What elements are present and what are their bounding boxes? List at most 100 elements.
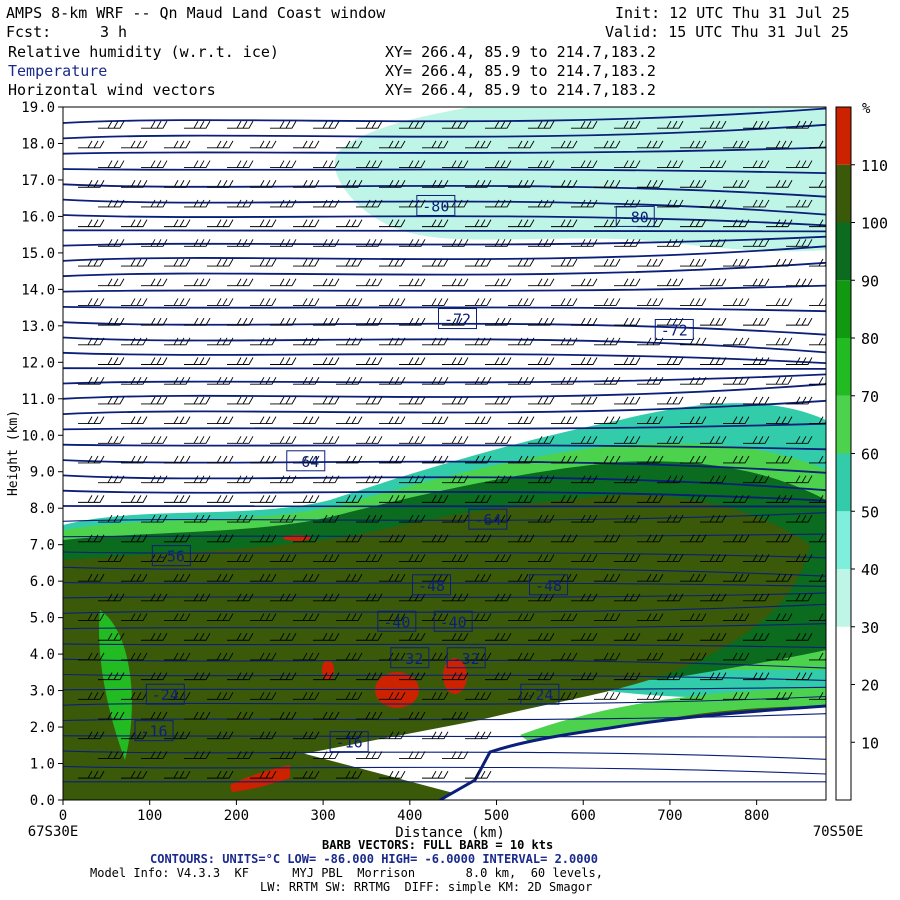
wind-barb [141,160,168,168]
field-name-rh: Relative humidity (w.r.t. ice) [8,43,279,61]
wind-barb [293,613,320,621]
colorbar-segment [836,453,851,512]
rh-saturated-patch-4 [322,660,334,680]
wind-barb [379,180,406,188]
wind-barb [336,692,363,700]
wind-barb [121,613,148,621]
wind-barb [680,298,707,306]
wind-barb [250,416,277,425]
wind-barb [164,534,191,543]
temperature-contour [63,643,826,649]
wind-barb [336,731,363,740]
wind-barb [442,751,469,759]
wind-barb [207,219,234,228]
wind-barb [121,692,148,700]
wind-barb [551,337,578,346]
wind-barb [723,534,750,543]
wind-barb [336,140,363,149]
y-tick-label: 10.0 [21,428,55,444]
wind-barb [78,140,105,149]
wind-barb [700,593,727,602]
rh-upper-moist-region [334,107,826,252]
wind-barb [141,711,168,720]
wind-barb [207,613,234,621]
contour-label: -40 [440,613,467,631]
wind-barb [508,534,535,543]
wind-barb [250,298,277,306]
wind-barb [442,357,469,365]
wind-barb [250,770,277,779]
wind-barb [184,672,211,681]
wind-barb [700,120,727,129]
y-tick-label: 16.0 [21,209,55,225]
wind-barb [78,298,105,306]
contour-label-box [654,318,694,340]
wind-barb [485,475,512,484]
wind-barb [98,357,125,365]
wind-barb [121,298,148,306]
wind-barb [356,278,383,287]
temperature-contour [63,750,826,760]
wind-barb [637,495,664,503]
wind-barb [207,140,234,149]
x-tick-label: 400 [397,808,422,824]
wind-barb [141,633,168,641]
wind-barb [465,573,492,582]
wind-barb [743,317,770,326]
wind-barb [657,672,684,681]
wind-barb [766,298,793,306]
colorbar-segment [836,280,851,338]
wind-barb [571,514,598,523]
wind-barb [184,593,211,602]
wind-barb [637,416,664,425]
wind-barb [485,160,512,168]
x-tick-label: 0 [59,808,67,824]
wind-barb [121,416,148,425]
wind-barb [528,554,555,562]
wind-barb [184,239,211,247]
wind-barb [313,160,340,168]
field-xy-rh: XY= 266.4, 85.9 to 214.7,183.2 [385,43,656,61]
wind-barb [356,751,383,759]
wind-barb [293,258,320,267]
wind-barb [594,534,621,543]
contour-info: CONTOURS: UNITS=°C LOW= -86.000 HIGH= -6… [150,852,598,866]
wind-barb [184,199,211,208]
temperature-contour [63,373,826,385]
wind-barb [680,219,707,228]
wind-barb [141,317,168,326]
wind-barb [528,120,555,129]
wind-barb [657,160,684,168]
wind-barb [98,475,125,484]
wind-barb [227,672,254,681]
wind-barb [766,219,793,228]
wind-barb [637,298,664,306]
temperature-contour [63,695,826,706]
wind-barb [680,573,707,582]
y-tick-label: 11.0 [21,392,55,408]
wind-barb [399,396,426,405]
temperature-contour [63,351,826,364]
wind-barb [184,396,211,405]
wind-barb [614,514,641,523]
wind-barb [614,160,641,168]
wind-barb [594,258,621,267]
y-tick-label: 4.0 [30,647,55,663]
wind-barb [766,573,793,582]
wind-barb [528,633,555,641]
wind-barb [98,278,125,287]
wind-barb [637,692,664,700]
wind-barb [184,278,211,287]
wind-barb [78,337,105,346]
wind-barb [313,711,340,720]
colorbar-label: 100 [861,215,888,233]
colorbar-segment [836,742,851,800]
x-tick-label: 600 [571,808,596,824]
wind-barb [637,258,664,267]
wind-barb [422,337,449,346]
wind-barb [141,239,168,247]
wind-barb [164,652,191,661]
wind-barb [422,219,449,228]
wind-barb [164,692,191,700]
wind-barb [422,534,449,543]
